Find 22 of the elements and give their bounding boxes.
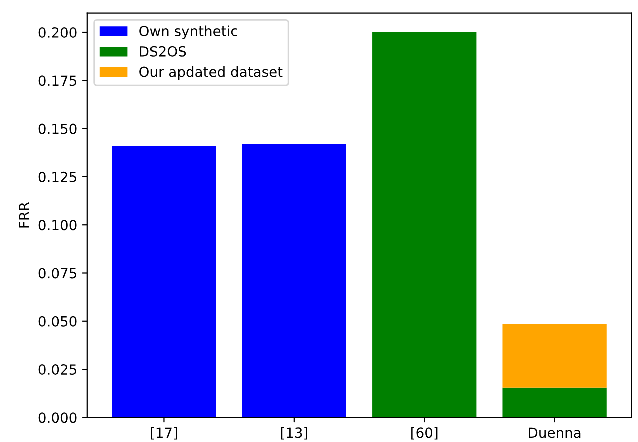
y-tick-label: 0.175: [38, 76, 76, 86]
y-tick-label: 0.150: [38, 124, 77, 134]
legend-label: Our apdated dataset: [140, 66, 283, 80]
x-tick-label: [17]: [151, 427, 178, 440]
x-tick-label: [13]: [281, 427, 308, 440]
x-tick-label: [60]: [412, 427, 438, 440]
legend-label: Own synthetic: [140, 26, 238, 40]
y-tick-label: 0.100: [38, 220, 77, 231]
y-axis-title: FRR: [19, 202, 30, 228]
bar: [112, 146, 216, 418]
x-tick-label: Duenna: [529, 428, 581, 438]
y-tick-label: 0.125: [38, 172, 76, 182]
legend-label: DS2OS: [140, 46, 186, 57]
bar: [242, 144, 346, 418]
y-tick-label: 0.075: [38, 268, 76, 279]
bar: [372, 32, 477, 418]
y-tick-label: 0.050: [38, 316, 77, 327]
bar: [502, 324, 607, 388]
bar: [502, 388, 607, 418]
y-tick-label: 0.000: [38, 412, 77, 424]
y-tick-label: 0.200: [38, 27, 77, 38]
y-tick-label: 0.025: [38, 364, 76, 376]
